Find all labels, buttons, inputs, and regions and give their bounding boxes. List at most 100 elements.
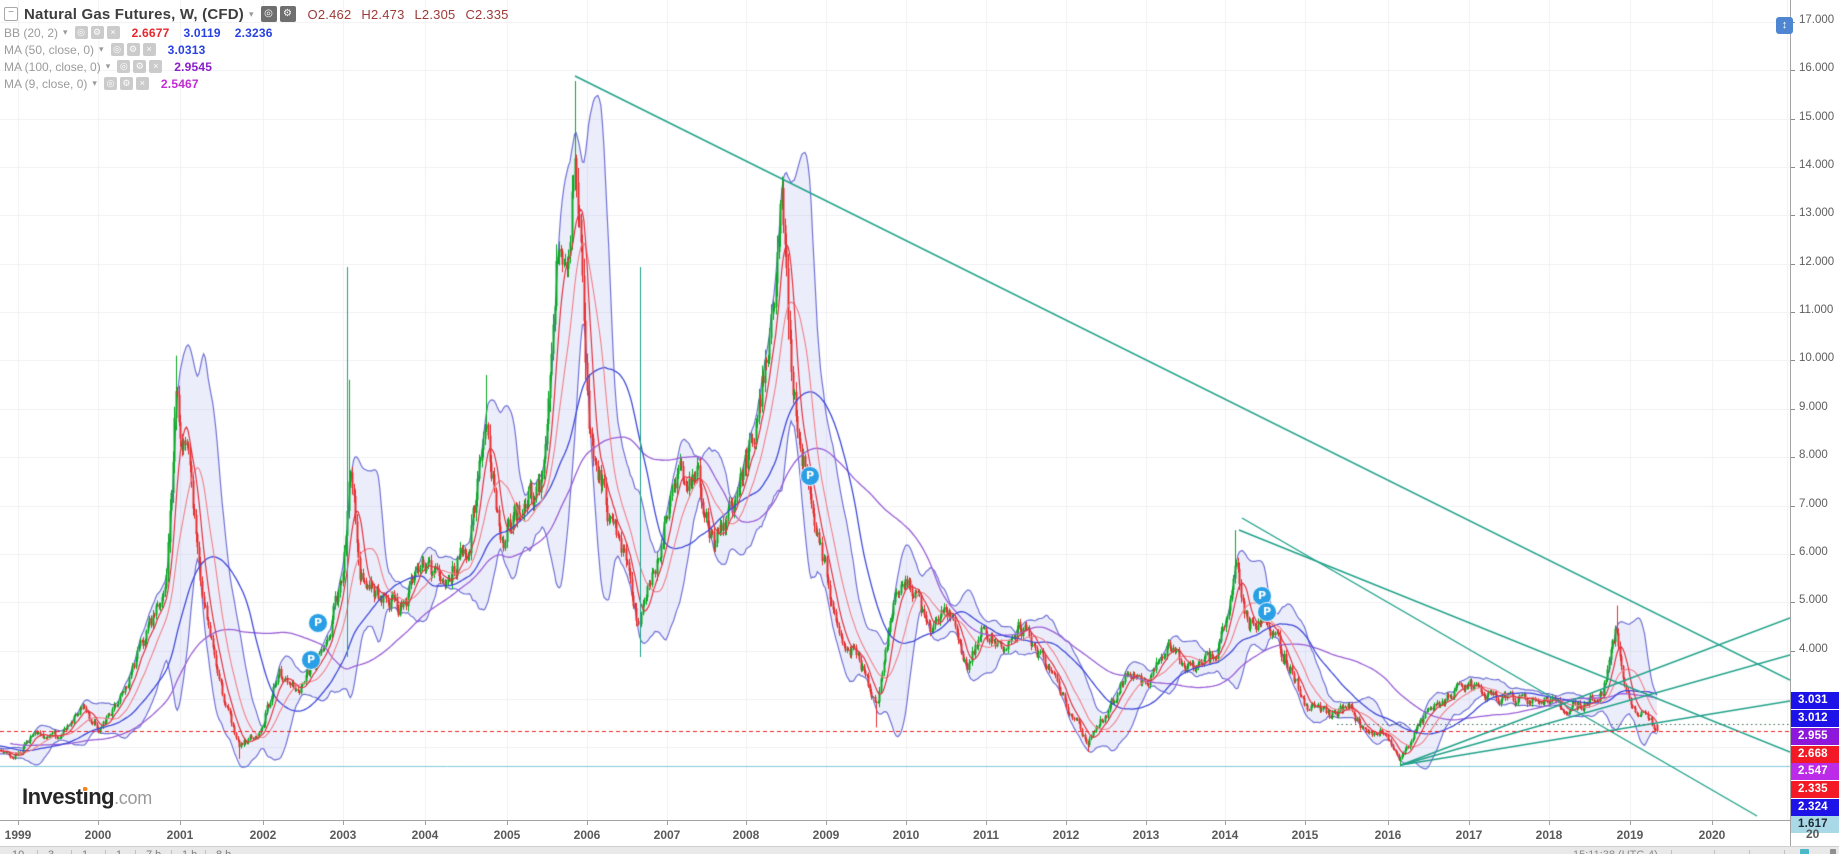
timeframe-button[interactable]: 1 h — [182, 849, 197, 854]
price-tick — [1791, 409, 1795, 410]
time-tick-label: 2015 — [1291, 828, 1319, 842]
ohlc-c-value: C2.335 — [465, 6, 509, 22]
timeframe-button[interactable]: 7 h — [146, 849, 161, 854]
price-badge: 2.547 — [1791, 763, 1839, 780]
indicator-value: 2.6677 — [131, 25, 170, 40]
price-tick — [1791, 506, 1795, 507]
price-badge: 1.617 — [1791, 816, 1839, 833]
price-badge: 2.324 — [1791, 799, 1839, 816]
toolbar-separator: | — [70, 849, 73, 854]
eye-icon[interactable]: ◎ — [74, 26, 88, 39]
chevron-down-icon[interactable]: ▾ — [249, 8, 254, 19]
time-tick-label: 2011 — [972, 828, 1000, 842]
toolbar-separator: | — [1783, 849, 1786, 854]
toolbar-separator: | — [1713, 849, 1716, 854]
time-tick — [98, 821, 99, 825]
chevron-down-icon[interactable]: ▾ — [92, 78, 97, 88]
time-tick-label: 2006 — [573, 828, 601, 842]
price-chart-canvas[interactable] — [0, 0, 1790, 820]
close-icon[interactable]: × — [106, 26, 120, 39]
logo-suffix: .com — [114, 788, 152, 808]
indicator-row: MA (100, close, 0) ▾ ◎ ⚙ × 2.9545 — [4, 58, 509, 75]
close-icon[interactable]: × — [149, 60, 163, 73]
timeframe-button[interactable]: 1 — [82, 849, 88, 854]
price-tick — [1791, 554, 1795, 555]
chevron-down-icon[interactable]: ▾ — [63, 27, 68, 37]
time-tick-label: 2014 — [1211, 828, 1239, 842]
gear-icon[interactable]: ⚙ — [126, 43, 140, 56]
time-tick-label: 2016 — [1374, 828, 1402, 842]
price-tick — [1791, 360, 1795, 361]
time-tick — [18, 821, 19, 825]
indicator-legend-rows: BB (20, 2) ▾ ◎ ⚙ × 2.6677 3.0119 2.3236 MA (50, … — [4, 24, 509, 92]
bottom-toolbar[interactable]: 10 3 1 1 7 h 1 h 8 h | | | | | | | | | | 15:11:38 (UTC-4) — [0, 846, 1839, 854]
time-tick-label: 2013 — [1132, 828, 1160, 842]
time-tick-label: 2003 — [329, 828, 357, 842]
price-axis[interactable]: 17.000 16.000 15.000 14.000 13.000 12.000 11.0… — [1790, 0, 1839, 846]
eye-icon[interactable]: ◎ — [260, 6, 277, 22]
price-tick-label: 12.000 — [1799, 256, 1835, 268]
close-icon[interactable]: × — [135, 77, 149, 90]
time-tick — [425, 821, 426, 825]
price-scale-mode-icon[interactable]: ↕ — [1776, 17, 1793, 34]
timeframe-button[interactable]: 10 — [12, 849, 24, 854]
investing-logo[interactable]: Investing.com — [22, 784, 152, 810]
indicator-row: BB (20, 2) ▾ ◎ ⚙ × 2.6677 3.0119 2.3236 — [4, 24, 509, 41]
indicator-value: 2.9545 — [174, 59, 213, 74]
gear-icon[interactable]: ⚙ — [133, 60, 147, 73]
time-tick — [343, 821, 344, 825]
legend-collapse-icon[interactable]: − — [4, 7, 18, 21]
time-tick — [1146, 821, 1147, 825]
close-icon[interactable]: × — [142, 43, 156, 56]
indicator-value: 2.5467 — [160, 76, 199, 91]
symbol-title-row: − Natural Gas Futures, W, (CFD) ▾ ◎ ⚙ O2.… — [4, 4, 509, 24]
price-tick-label: 6.000 — [1799, 546, 1828, 558]
toolbar-separator: | — [104, 849, 107, 854]
time-axis[interactable]: 1999 2000 2001 2002 2003 2004 2005 2006 2007 2008… — [0, 820, 1790, 847]
time-tick — [746, 821, 747, 825]
time-tick — [1549, 821, 1550, 825]
time-tick-label: 2008 — [732, 828, 760, 842]
time-tick-label: 2009 — [812, 828, 840, 842]
toolbar-separator: | — [36, 849, 39, 854]
time-tick — [507, 821, 508, 825]
price-tick — [1791, 70, 1795, 71]
toolbar-separator: | — [204, 849, 207, 854]
indicator-label: MA (50, close, 0) — [4, 42, 95, 57]
gear-icon[interactable]: ⚙ — [90, 26, 104, 39]
price-badge: 3.031 — [1791, 692, 1839, 709]
time-tick-label: 2001 — [166, 828, 194, 842]
price-tick — [1791, 264, 1795, 265]
time-tick — [587, 821, 588, 825]
eye-icon[interactable]: ◎ — [110, 43, 124, 56]
indicator-row: MA (9, close, 0) ▾ ◎ ⚙ × 2.5467 — [4, 75, 509, 92]
eye-icon[interactable]: ◎ — [103, 77, 117, 90]
chevron-down-icon[interactable]: ▾ — [105, 61, 111, 71]
price-tick-label: 13.000 — [1799, 207, 1835, 219]
timeframe-button[interactable]: 3 — [48, 849, 54, 854]
toolbar-separator: | — [1670, 849, 1673, 854]
time-tick — [1066, 821, 1067, 825]
gear-icon[interactable]: ⚙ — [279, 6, 296, 22]
time-tick-label: 2010 — [892, 828, 920, 842]
chevron-down-icon[interactable]: ▾ — [99, 44, 104, 54]
eye-icon[interactable]: ◎ — [117, 60, 131, 73]
time-tick — [1630, 821, 1631, 825]
timeframe-button[interactable]: 8 h — [216, 849, 231, 854]
indicator-value: 3.0313 — [167, 42, 206, 57]
logo-text: Investing — [22, 784, 115, 809]
price-tick — [1791, 119, 1795, 120]
gear-icon[interactable]: ⚙ — [119, 77, 133, 90]
time-tick — [1388, 821, 1389, 825]
time-tick-label: 2002 — [249, 828, 277, 842]
time-tick — [263, 821, 264, 825]
price-tick-label: 7.000 — [1799, 498, 1828, 510]
symbol-title[interactable]: Natural Gas Futures, W, (CFD) — [24, 5, 244, 23]
time-tick-label: 2012 — [1052, 828, 1080, 842]
timeframe-button[interactable]: 1 — [116, 849, 122, 854]
paint-icon[interactable] — [1800, 849, 1809, 854]
price-tick-label: 9.000 — [1799, 401, 1828, 413]
tool-icon[interactable] — [1830, 849, 1836, 854]
price-tick-label: 16.000 — [1799, 62, 1835, 74]
